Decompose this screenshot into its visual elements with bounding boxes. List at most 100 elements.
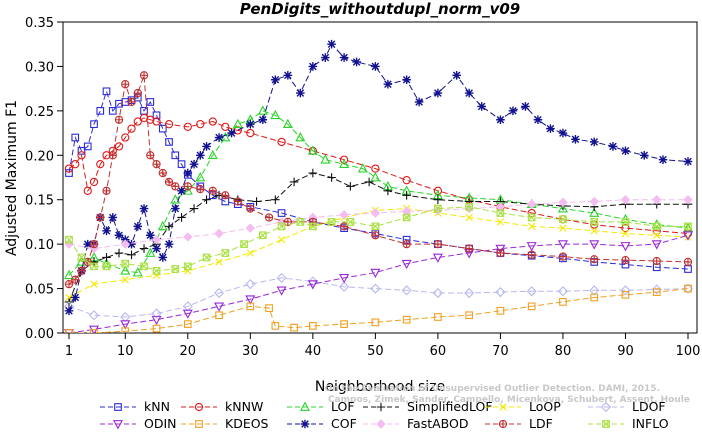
point-lof — [195, 172, 206, 182]
point-knn — [90, 120, 98, 129]
point-kdeos — [340, 320, 348, 328]
point-kdeos — [465, 311, 474, 320]
chart-title: PenDigits_withoutdupl_norm_v09 — [240, 0, 520, 18]
point-cof — [433, 88, 443, 98]
point-lof — [307, 145, 318, 155]
point-cof — [477, 102, 486, 111]
point-fastabod — [683, 194, 693, 205]
point-cof — [521, 102, 530, 111]
point-lof — [120, 265, 131, 275]
legend-item-knn: kNN — [100, 399, 170, 414]
point-kdeos — [684, 284, 692, 293]
point-knnw — [77, 151, 86, 160]
point-lof — [132, 267, 143, 277]
point-knnw — [146, 115, 155, 124]
point-knnw — [221, 122, 230, 132]
watermark-line-2: Campos, Zimek, Sander, Campello, Micenko… — [328, 395, 690, 405]
point-simplifiedlof — [327, 173, 336, 182]
point-ldof — [401, 285, 412, 296]
point-simplifiedlof — [202, 195, 211, 205]
point-inflo — [221, 249, 230, 257]
point-odin — [182, 309, 193, 319]
point-cof — [127, 239, 136, 249]
point-ldf — [164, 177, 174, 187]
point-simplifiedlof — [271, 195, 280, 205]
point-simplifiedlof — [364, 177, 374, 187]
point-odin — [151, 315, 162, 326]
y-tick-label: 0.10 — [25, 238, 54, 253]
point-simplifiedlof — [114, 248, 124, 258]
point-simplifiedlof — [127, 250, 136, 260]
point-inflo — [296, 218, 305, 226]
legend-item-kdeos: KDEOS — [181, 416, 269, 431]
point-inflo — [140, 262, 148, 271]
point-inflo — [559, 215, 567, 224]
point-ldf — [402, 239, 411, 249]
point-ldf — [64, 279, 74, 289]
point-ldf — [71, 275, 80, 284]
series-ldf — [64, 71, 693, 289]
point-knnw — [652, 226, 661, 235]
point-knn — [96, 107, 105, 115]
point-ldof — [307, 276, 318, 287]
point-knnw — [96, 160, 105, 169]
point-cof — [246, 119, 255, 129]
point-cof — [164, 239, 174, 249]
point-loop — [277, 236, 286, 244]
point-kdeos — [65, 329, 73, 333]
legend-item-simplifiedlof: SimplifiedLOF — [363, 399, 493, 414]
point-cof — [546, 124, 555, 133]
point-cof — [133, 222, 143, 231]
point-loop — [527, 222, 536, 231]
point-knnw — [164, 120, 174, 129]
point-ldf — [339, 222, 349, 231]
point-inflo — [277, 222, 286, 231]
legend-marker-loop — [499, 403, 507, 411]
legend-marker-simplifiedlof — [376, 402, 386, 412]
point-fastabod — [339, 210, 349, 220]
x-tick-label: 50 — [367, 344, 384, 359]
point-ldf — [158, 168, 167, 178]
legend-label-inflo: INFLO — [632, 416, 669, 431]
point-knn — [277, 209, 286, 217]
point-ldf — [652, 256, 661, 266]
point-knnw — [114, 142, 124, 151]
point-kdeos — [265, 304, 273, 312]
point-knn — [177, 160, 186, 169]
point-ldf — [371, 231, 380, 240]
point-cof — [658, 155, 668, 165]
point-odin — [370, 268, 381, 279]
point-cof — [83, 239, 93, 249]
plot-frame — [62, 21, 698, 334]
point-cof — [464, 88, 474, 98]
point-kdeos — [308, 322, 317, 330]
series-line-odin — [68, 234, 689, 333]
series-fastabod — [64, 194, 693, 254]
point-knnw — [127, 124, 136, 133]
point-kdeos — [246, 302, 255, 311]
point-cof — [189, 159, 199, 169]
point-cof — [296, 88, 305, 98]
point-kdeos — [121, 327, 130, 333]
point-ldf — [264, 213, 274, 222]
point-inflo — [183, 262, 192, 271]
point-lof — [76, 256, 87, 266]
point-loop — [590, 227, 598, 235]
point-simplifiedlof — [433, 195, 443, 205]
y-axis-label: Adjusted Maximum F1 — [4, 100, 20, 256]
x-tick-label: 10 — [117, 344, 134, 359]
point-lof — [145, 247, 156, 257]
legend-item-cof: COF — [287, 416, 357, 431]
point-inflo — [496, 209, 505, 217]
point-simplifiedlof — [289, 177, 299, 187]
point-odin — [495, 244, 506, 255]
legend-label-ldof: LDOF — [632, 399, 666, 414]
legend-label-simplifiedlof: SimplifiedLOF — [407, 399, 493, 414]
point-kdeos — [402, 315, 411, 324]
point-knn — [77, 146, 86, 155]
point-ldof — [432, 287, 443, 299]
point-loop — [215, 258, 223, 266]
legend-label-cof: COF — [331, 416, 357, 431]
point-lof — [170, 194, 181, 204]
series-lof — [63, 105, 694, 280]
